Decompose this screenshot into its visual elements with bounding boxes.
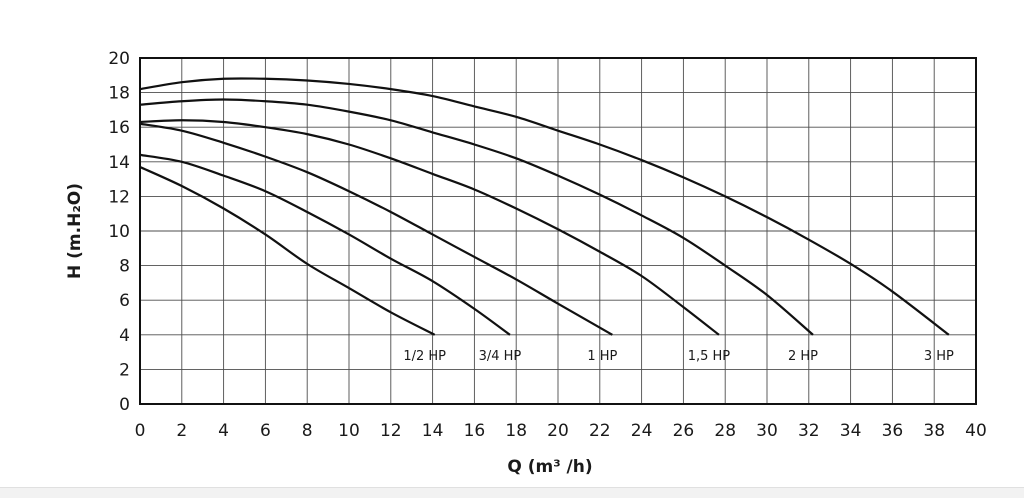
x-tick-label: 10	[338, 421, 360, 441]
pump-curves	[139, 77, 950, 336]
y-tick-label: 12	[108, 187, 130, 207]
x-tick-label: 14	[422, 421, 444, 441]
curve-label: 2 HP	[788, 349, 818, 364]
y-tick-label: 10	[108, 222, 130, 242]
x-tick-label: 8	[302, 421, 313, 441]
x-tick-label: 2	[176, 421, 187, 441]
x-tick-label: 24	[631, 421, 653, 441]
curve-1-hp	[139, 122, 613, 336]
x-tick-label: 4	[218, 421, 229, 441]
x-tick-label: 28	[714, 421, 736, 441]
x-tick-label: 20	[547, 421, 569, 441]
x-tick-label: 26	[673, 421, 695, 441]
x-tick-label: 16	[464, 421, 486, 441]
y-tick-label: 20	[108, 49, 130, 69]
curve-label: 3 HP	[924, 349, 954, 364]
curve-label: 1 HP	[587, 349, 617, 364]
x-tick-label: 40	[965, 421, 987, 441]
x-tick-label: 18	[505, 421, 527, 441]
x-tick-label: 12	[380, 421, 402, 441]
y-tick-label: 18	[108, 84, 130, 104]
curve-label: 1,5 HP	[688, 349, 731, 364]
y-tick-label: 8	[119, 257, 130, 277]
curve-3-4-hp	[139, 153, 511, 336]
y-tick-labels: 0 2 4 6 8 10 12 14 16 18 20	[108, 49, 130, 415]
x-tick-label: 0	[135, 421, 146, 441]
y-axis-title: H (m.H₂O)	[65, 183, 85, 279]
curve-3-hp	[139, 77, 950, 336]
y-tick-label: 2	[119, 360, 130, 380]
curve-1-2-hp	[139, 165, 436, 336]
x-tick-label: 22	[589, 421, 611, 441]
curve-1-5-hp	[139, 119, 720, 336]
y-tick-label: 6	[119, 291, 130, 311]
grid	[139, 57, 977, 405]
curve-label: 1/2 HP	[403, 349, 446, 364]
x-tick-label: 34	[840, 421, 862, 441]
curve-labels: 1/2 HP 3/4 HP 1 HP 1,5 HP 2 HP 3 HP	[403, 349, 954, 364]
page-footer-strip	[0, 487, 1024, 498]
curve-label: 3/4 HP	[479, 349, 522, 364]
x-tick-label: 6	[260, 421, 271, 441]
curve-2-hp	[139, 98, 814, 336]
y-tick-label: 14	[108, 153, 130, 173]
y-tick-label: 0	[119, 395, 130, 415]
x-tick-label: 38	[923, 421, 945, 441]
plot-frame	[139, 57, 977, 405]
x-tick-label: 36	[882, 421, 904, 441]
x-tick-label: 32	[798, 421, 820, 441]
x-axis-title: Q (m³ /h)	[507, 457, 592, 477]
x-tick-label: 30	[756, 421, 778, 441]
y-tick-label: 16	[108, 118, 130, 138]
x-tick-labels: 0 2 4 6 8 10 12 14 16 18 20 22 24 26 28 30 32 34 36 38 40	[135, 421, 987, 441]
y-tick-label: 4	[119, 326, 130, 346]
